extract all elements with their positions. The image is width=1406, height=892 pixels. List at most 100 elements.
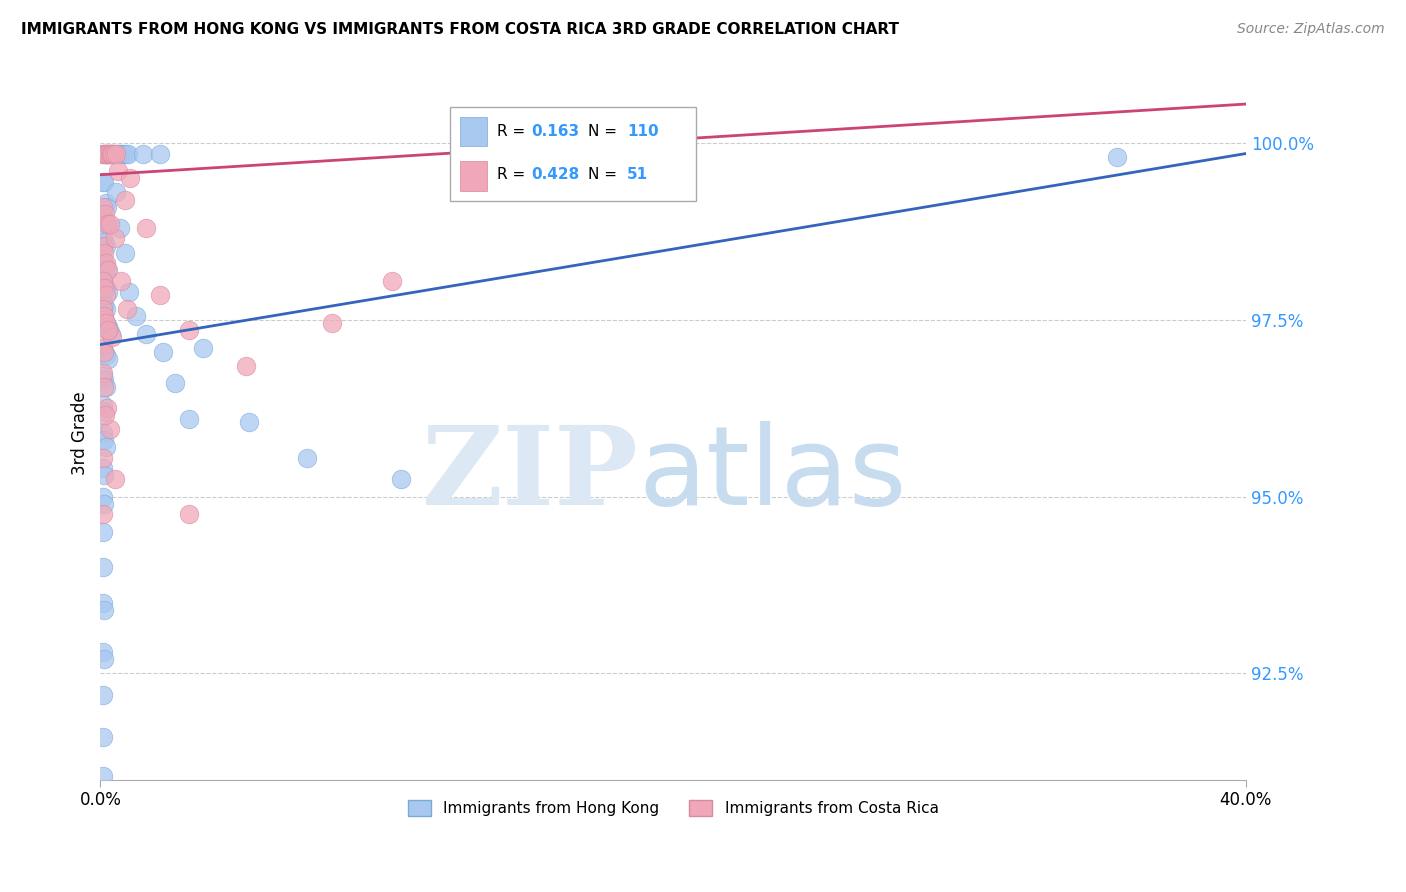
Point [93, 310, 115, 324]
Point [114, 146, 136, 161]
Point [389, 472, 412, 486]
Point [100, 326, 122, 341]
Point [321, 316, 343, 330]
Point [93, 245, 115, 260]
Point [94, 316, 117, 330]
Point [91, 596, 114, 610]
Point [91, 560, 114, 574]
Point [149, 146, 172, 161]
Point [91, 274, 114, 288]
Point [100, 146, 122, 161]
Point [91, 425, 114, 440]
Point [91, 461, 114, 475]
Point [91, 450, 114, 465]
Point [94, 316, 117, 330]
Point [114, 193, 136, 207]
Point [111, 146, 134, 161]
Point [93, 373, 115, 387]
Point [91, 645, 114, 659]
Point [103, 146, 125, 161]
Point [91, 688, 114, 702]
Point [101, 146, 124, 161]
Point [94, 213, 117, 227]
Point [91, 238, 114, 252]
Point [110, 220, 132, 235]
Point [94, 196, 117, 211]
Point [96, 263, 118, 277]
Point [149, 288, 172, 302]
Point [93, 603, 115, 617]
Point [118, 285, 141, 299]
Text: ZIP: ZIP [422, 421, 638, 528]
Point [179, 323, 201, 337]
Point [132, 146, 155, 161]
Point [96, 401, 118, 416]
Point [110, 146, 132, 161]
Y-axis label: 3rd Grade: 3rd Grade [72, 392, 89, 475]
Point [94, 207, 117, 221]
Text: IMMIGRANTS FROM HONG KONG VS IMMIGRANTS FROM COSTA RICA 3RD GRADE CORRELATION CH: IMMIGRANTS FROM HONG KONG VS IMMIGRANTS … [21, 22, 898, 37]
Point [104, 231, 127, 245]
Point [193, 341, 215, 355]
Point [91, 274, 114, 288]
Point [107, 164, 129, 178]
Point [1105, 150, 1128, 164]
Point [91, 200, 114, 214]
Point [91, 369, 114, 384]
Point [295, 450, 318, 465]
Point [135, 326, 157, 341]
Point [93, 652, 115, 666]
Point [91, 398, 114, 412]
Point [91, 769, 114, 783]
Point [96, 263, 118, 277]
Point [93, 468, 115, 483]
Point [93, 299, 115, 313]
Point [93, 256, 115, 270]
Point [120, 171, 142, 186]
Point [110, 274, 132, 288]
Point [117, 146, 139, 161]
Point [91, 310, 114, 324]
Point [96, 217, 118, 231]
Legend: Immigrants from Hong Kong, Immigrants from Costa Rica: Immigrants from Hong Kong, Immigrants fr… [399, 793, 946, 824]
Point [91, 175, 114, 189]
Point [91, 337, 114, 351]
Point [91, 231, 114, 245]
Point [100, 146, 122, 161]
Point [91, 302, 114, 317]
Point [91, 146, 114, 161]
Point [104, 472, 127, 486]
Point [93, 146, 115, 161]
Point [114, 245, 136, 260]
Point [97, 146, 120, 161]
Point [96, 146, 118, 161]
Point [125, 310, 148, 324]
Point [235, 359, 257, 373]
Point [93, 380, 115, 394]
Point [93, 235, 115, 249]
Point [93, 433, 115, 447]
Point [96, 200, 118, 214]
Point [98, 217, 121, 231]
Point [112, 146, 135, 161]
Point [91, 211, 114, 225]
Point [91, 366, 114, 380]
Point [96, 319, 118, 334]
Point [91, 508, 114, 522]
Point [96, 217, 118, 231]
Point [94, 409, 117, 423]
Point [93, 146, 115, 161]
Point [238, 416, 260, 430]
Point [96, 285, 118, 299]
Point [107, 146, 129, 161]
Point [179, 412, 201, 426]
Point [104, 146, 127, 161]
Point [93, 313, 115, 327]
Point [108, 146, 131, 161]
Point [93, 497, 115, 511]
Point [93, 405, 115, 419]
Point [105, 146, 128, 161]
Point [94, 238, 117, 252]
Point [179, 508, 201, 522]
Point [101, 330, 124, 344]
